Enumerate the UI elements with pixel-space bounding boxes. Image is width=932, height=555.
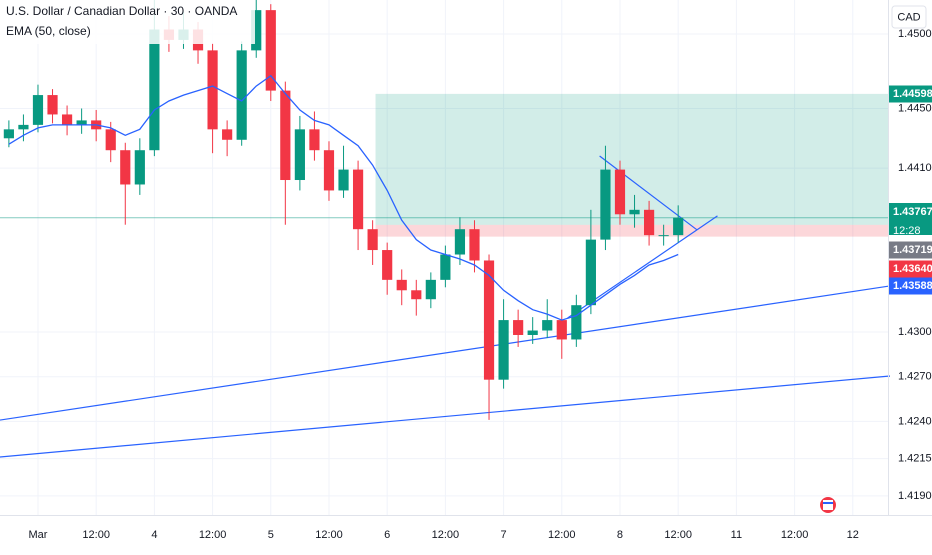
candle-body <box>367 229 378 251</box>
candle-body <box>105 129 116 151</box>
x-tick-label: 7 <box>501 529 507 541</box>
loss-zone <box>375 224 888 237</box>
candle-body <box>673 217 684 236</box>
plot <box>0 0 890 515</box>
candle-body <box>556 320 567 340</box>
candle-body <box>483 260 495 380</box>
y-tick-label: 1.42700 <box>898 371 932 383</box>
y-tick-label: 1.42150 <box>898 453 932 465</box>
price-label-box <box>889 85 932 103</box>
x-tick-label: 8 <box>617 529 623 541</box>
y-tick-label: 1.44500 <box>898 102 932 114</box>
x-tick-label: 12:00 <box>82 529 110 541</box>
candle-body <box>396 279 407 291</box>
indicator-label: EMA (50, close) <box>6 24 91 38</box>
x-tick-label: 6 <box>384 529 390 541</box>
candle-body <box>149 29 160 151</box>
price-label: 1.44598 <box>893 88 932 100</box>
legend-background <box>0 0 255 44</box>
candle-body <box>61 114 73 125</box>
x-tick-label: 4 <box>151 529 157 541</box>
candle-body <box>498 320 509 380</box>
y-tick-label: 1.42400 <box>898 415 932 427</box>
countdown: 12:28 <box>893 225 921 237</box>
chart-title: U.S. Dollar / Canadian Dollar · 30 · OAN… <box>6 4 237 18</box>
candle-body <box>294 129 305 181</box>
candle-body <box>600 169 611 240</box>
x-tick-label: 11 <box>731 529 742 541</box>
candle-body <box>134 150 145 185</box>
candle-body <box>658 235 669 237</box>
candle-body <box>251 10 262 51</box>
x-tick-label: 12:00 <box>781 529 809 541</box>
candle-body <box>18 124 29 130</box>
candle-body <box>440 254 451 280</box>
candle-body <box>352 169 364 230</box>
candle-body <box>629 209 640 215</box>
candle-body <box>571 305 582 340</box>
x-tick-label: 12:00 <box>432 529 460 541</box>
y-tick-label: 1.45000 <box>898 28 932 40</box>
currency-box[interactable] <box>891 5 927 29</box>
events-icon[interactable] <box>820 497 836 513</box>
price-label: 1.43640 <box>893 263 932 275</box>
price-label-box <box>889 241 932 259</box>
x-tick-label: 5 <box>268 529 274 541</box>
candle-body <box>207 50 218 130</box>
candle-body <box>382 250 393 280</box>
ema-line <box>8 74 679 321</box>
x-tick-label: 12:00 <box>664 529 692 541</box>
candle-body <box>309 129 320 151</box>
y-tick-label: 1.44100 <box>898 162 932 174</box>
candle-body <box>120 150 131 185</box>
candle-body <box>614 169 626 215</box>
x-tick-label: 12:00 <box>315 529 343 541</box>
candle-body <box>280 90 291 181</box>
trend-line <box>0 375 890 458</box>
candle-body <box>411 290 422 300</box>
candle-body <box>542 320 553 331</box>
price-label-box <box>889 203 932 235</box>
price-label: 1.43588 <box>893 280 932 292</box>
candle-body <box>454 229 466 255</box>
x-tick-label: 12:00 <box>548 529 576 541</box>
x-tick-label: 12:00 <box>199 529 227 541</box>
price-axis: 1.41900 1.42150 1.42400 1.42700 1.43000 1.441… <box>889 28 932 502</box>
x-tick-label: Mar <box>28 529 47 541</box>
profit-zone <box>375 93 888 225</box>
events-icon-inner <box>823 500 833 510</box>
candle-body <box>338 169 349 191</box>
candle-body <box>425 279 436 300</box>
candle-body <box>76 120 87 125</box>
candle-body <box>527 330 538 335</box>
y-tick-label: 1.41900 <box>898 490 932 502</box>
candle-body <box>236 50 247 140</box>
price-label-box <box>889 260 932 278</box>
x-tick-label: 12 <box>847 529 859 541</box>
candle-body <box>469 229 480 261</box>
candle-body <box>323 150 335 191</box>
candle-body <box>585 239 596 306</box>
price-label: 1.43767 <box>893 206 932 218</box>
y-tick-label: 1.43000 <box>898 326 932 338</box>
price-label: 1.43719 <box>893 244 932 256</box>
candle-body <box>222 129 233 140</box>
candle-body <box>643 209 655 236</box>
candle-body <box>47 95 58 115</box>
trend-line <box>599 155 698 231</box>
candle-body <box>3 129 14 139</box>
candle-body <box>513 320 524 335</box>
price-label-box <box>889 277 932 295</box>
currency: CAD <box>897 11 920 23</box>
candle-body <box>32 95 44 125</box>
candle-body <box>265 10 276 91</box>
trend-line <box>0 285 890 421</box>
